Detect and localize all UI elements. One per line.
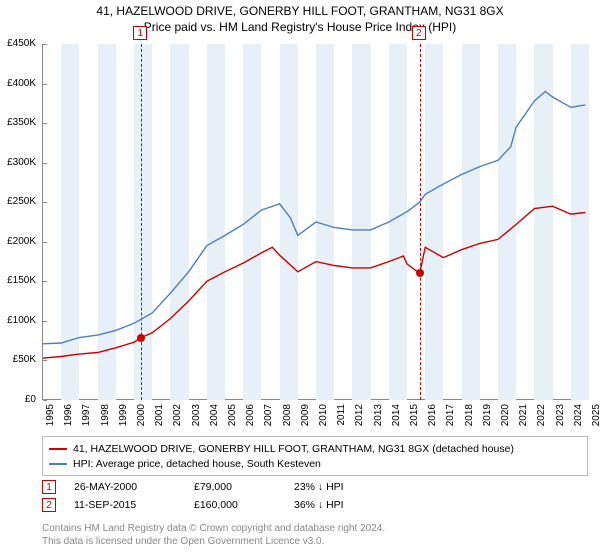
series-property-line	[43, 206, 585, 358]
x-axis-label: 2005	[227, 404, 238, 434]
x-axis-label: 2012	[354, 404, 365, 434]
transaction-row-2: 2 11-SEP-2015 £160,000 36% ↓ HPI	[42, 496, 588, 514]
x-axis-label: 2024	[573, 404, 584, 434]
x-axis-label: 2020	[500, 404, 511, 434]
y-axis-label: £200K	[0, 236, 36, 247]
y-axis-label: £350K	[0, 117, 36, 128]
y-axis-tick	[43, 84, 47, 85]
y-axis-label: £50K	[0, 354, 36, 365]
transaction-badge-2: 2	[42, 498, 56, 512]
transaction-price-1: £79,000	[194, 481, 284, 493]
x-axis-label: 2013	[373, 404, 384, 434]
transaction-pct-2: 36% ↓ HPI	[294, 499, 414, 511]
y-axis-tick	[43, 400, 47, 401]
transaction-date-2: 11-SEP-2015	[74, 499, 184, 511]
y-axis-label: £400K	[0, 78, 36, 89]
transaction-marker-dot	[137, 334, 145, 342]
transaction-price-2: £160,000	[194, 499, 284, 511]
x-axis-label: 1997	[81, 404, 92, 434]
series-hpi-line	[43, 92, 585, 344]
plot-area	[42, 44, 588, 400]
y-axis-tick	[43, 242, 47, 243]
x-axis-label: 2008	[282, 404, 293, 434]
x-axis-label: 2001	[154, 404, 165, 434]
legend-row-hpi: HPI: Average price, detached house, Sout…	[49, 456, 581, 471]
legend-swatch-property	[49, 448, 67, 450]
x-axis-label: 2014	[391, 404, 402, 434]
y-axis-label: £450K	[0, 38, 36, 49]
legend-label-hpi: HPI: Average price, detached house, Sout…	[73, 458, 321, 470]
transaction-date-1: 26-MAY-2000	[74, 481, 184, 493]
y-axis-tick	[43, 163, 47, 164]
transaction-table: 1 26-MAY-2000 £79,000 23% ↓ HPI 2 11-SEP…	[42, 478, 588, 514]
x-axis-label: 2010	[318, 404, 329, 434]
x-axis-label: 2007	[263, 404, 274, 434]
x-axis-label: 2023	[555, 404, 566, 434]
x-axis-label: 2025	[591, 404, 600, 434]
y-axis-tick	[43, 321, 47, 322]
x-axis-label: 2017	[445, 404, 456, 434]
x-axis-label: 2006	[245, 404, 256, 434]
chart-title: 41, HAZELWOOD DRIVE, GONERBY HILL FOOT, …	[0, 0, 600, 18]
transaction-marker-badge: 1	[133, 26, 147, 40]
y-axis-tick	[43, 202, 47, 203]
transaction-badge-1: 1	[42, 480, 56, 494]
y-axis-tick	[43, 44, 47, 45]
x-axis-label: 1999	[118, 404, 129, 434]
legend-box: 41, HAZELWOOD DRIVE, GONERBY HILL FOOT, …	[42, 436, 588, 476]
chart-area: £0£50K£100K£150K£200K£250K£300K£350K£400…	[42, 44, 588, 420]
y-axis-tick	[43, 123, 47, 124]
x-axis-label: 2009	[300, 404, 311, 434]
transaction-marker-dot	[416, 269, 424, 277]
legend-swatch-hpi	[49, 463, 67, 465]
x-axis-label: 2011	[336, 404, 347, 434]
x-axis-label: 2019	[482, 404, 493, 434]
transaction-pct-1: 23% ↓ HPI	[294, 481, 414, 493]
x-axis-label: 2015	[409, 404, 420, 434]
x-axis-label: 2000	[136, 404, 147, 434]
chart-subtitle: Price paid vs. HM Land Registry's House …	[0, 18, 600, 38]
y-axis-tick	[43, 281, 47, 282]
x-axis-label: 1995	[45, 404, 56, 434]
x-axis-label: 2004	[209, 404, 220, 434]
x-axis-label: 1998	[100, 404, 111, 434]
y-axis-label: £150K	[0, 275, 36, 286]
footer-line-1: Contains HM Land Registry data © Crown c…	[42, 522, 385, 535]
line-series-svg	[43, 44, 589, 400]
y-axis-tick	[43, 360, 47, 361]
x-axis-label: 2021	[518, 404, 529, 434]
x-axis-label: 2003	[191, 404, 202, 434]
x-axis-label: 2016	[427, 404, 438, 434]
y-axis-label: £100K	[0, 315, 36, 326]
footer-line-2: This data is licensed under the Open Gov…	[42, 535, 385, 548]
x-axis-label: 2002	[172, 404, 183, 434]
legend-row-property: 41, HAZELWOOD DRIVE, GONERBY HILL FOOT, …	[49, 441, 581, 456]
y-axis-label: £300K	[0, 157, 36, 168]
footer-attribution: Contains HM Land Registry data © Crown c…	[42, 522, 385, 548]
x-axis-label: 2018	[464, 404, 475, 434]
legend-label-property: 41, HAZELWOOD DRIVE, GONERBY HILL FOOT, …	[73, 443, 514, 455]
x-axis-label: 2022	[536, 404, 547, 434]
transaction-marker-badge: 2	[412, 26, 426, 40]
y-axis-label: £250K	[0, 196, 36, 207]
x-axis-label: 1996	[63, 404, 74, 434]
transaction-row-1: 1 26-MAY-2000 £79,000 23% ↓ HPI	[42, 478, 588, 496]
y-axis-label: £0	[0, 394, 36, 405]
